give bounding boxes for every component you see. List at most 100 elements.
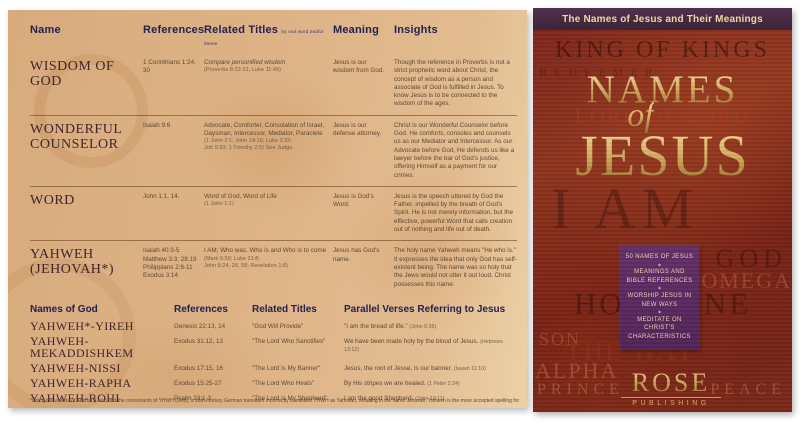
parallel-verse-cell: We have been made holy by the blood of J…	[344, 335, 517, 354]
table-row: YAHWEH-SABAOTH 1 Samuel 1:3 "The Lord of…	[30, 406, 517, 408]
table-row: YAHWEH*-YIREH Genesis 22:13, 14 "God Wil…	[30, 319, 517, 334]
title-names: NAMES	[533, 70, 792, 109]
column-header-related-titles: Related Titles	[252, 303, 317, 315]
meaning-cell: Jesus is our defense attorney.	[333, 121, 382, 138]
background-word: PEACE	[710, 381, 786, 398]
god-name-cell: YAHWEH-NISSI	[30, 361, 121, 376]
related-titles-refs: (1 John 1:1)	[204, 201, 234, 208]
references-cell: Isaiah 40:3-5 Matthew 3:3; 28:19 Philipp…	[143, 247, 197, 280]
related-titles-cell: Compare personified wisdom (Proverbs 8:2…	[204, 59, 328, 109]
cover-title: NAMES of JESUS	[533, 70, 792, 185]
god-name-cell: YAHWEH-RAPHA	[30, 376, 132, 391]
names-meanings-table: Name References Related Titles by root w…	[30, 24, 517, 295]
related-titles-text: I AM; Who was, Who is and Who is to come	[204, 247, 327, 255]
meaning-cell: Jesus is our wisdom from God.	[333, 59, 385, 75]
background-word: PRINCE	[537, 381, 624, 398]
verse-text: "I am the bread of life."	[344, 323, 408, 331]
info-item: WORSHIP JESUS IN NEW WAYS	[627, 292, 692, 308]
insights-cell: Jesus is the speech uttered by God the F…	[394, 192, 513, 234]
names-table-header-row: Names of God References Related Titles P…	[30, 304, 517, 319]
publisher-name: ROSE	[621, 370, 721, 396]
table-row: WORD John 1:1, 14. Word of God, Word of …	[30, 185, 517, 240]
column-header-related-titles: Related Titles by root word and/or theme	[204, 24, 328, 48]
related-title-cell: "God Will Provide"	[252, 323, 304, 331]
related-title-cell: "The Lord Who Sanctifies"	[252, 338, 326, 346]
related-titles-note: by root word and/or theme	[204, 29, 324, 46]
info-item: 50 NAMES OF JESUS	[625, 254, 694, 260]
column-header-references: References	[143, 24, 205, 36]
names-of-god-table: Names of God References Related Titles P…	[30, 304, 517, 408]
verse-reference: (1 Peter 2:24)	[427, 381, 460, 388]
footnote: *Using the vowels of Adonai (Lord) and t…	[30, 398, 519, 404]
god-name-cell: YAHWEH*-YIREH	[30, 319, 134, 334]
insights-cell: Though the reference in Proverbs is not …	[394, 59, 510, 108]
column-header-parallel-verses: Parallel Verses Referring to Jesus	[344, 303, 506, 315]
background-word: SON	[539, 329, 582, 349]
verse-reference: (Hebrews 13:12)	[344, 339, 503, 354]
related-titles-cell: Word of God, Word of Life (1 John 1:1)	[204, 193, 328, 234]
related-titles-refs: (Proverbs 8:22-31; Luke 11:49)	[204, 67, 282, 74]
insights-cell: Christ is our Wonderful Counselor before…	[394, 121, 515, 179]
related-titles-cell: Advocate, Comforter, Consolation of Isra…	[204, 122, 328, 180]
table-row: YAHWEH-NISSI Exodus 17:15, 16 "The Lord …	[30, 361, 517, 376]
cover-banner: The Names of Jesus and Their Meanings	[533, 8, 792, 30]
god-name-cell: YAHWEH-SABAOTH	[30, 407, 168, 408]
verse-text: I am the good Shepherd.	[344, 395, 414, 403]
parallel-verse-cell: Jesus will come as King of Kings. (Revel…	[344, 407, 517, 408]
related-titles-label: Related Titles	[204, 24, 279, 36]
related-titles-text: Word of God, Word of Life	[204, 192, 277, 200]
reference-cell: Psalm 23:1-3	[174, 395, 212, 403]
info-item: MEDITATE ON CHRIST'S CHARACTERISTICS	[628, 316, 691, 340]
related-titles-refs: (Mark 6:50; Luke 21:8; John 8:24, 28, 58…	[204, 255, 288, 269]
table-row: YAHWEH-RAPHA Exodus 15:25-27 "The Lord W…	[30, 376, 517, 391]
name-cell: WORD	[30, 192, 75, 208]
inside-content: Name References Related Titles by root w…	[8, 10, 527, 408]
reference-cell: 1 Samuel 1:3	[174, 407, 246, 408]
related-title-cell: "The Lord is My Shepherd"	[252, 395, 328, 403]
meaning-cell: Jesus is God's Word.	[333, 192, 374, 209]
related-title-cell: "The Lord of Hosts"	[252, 407, 338, 408]
verse-reference: (John 10:11)	[415, 396, 445, 403]
inside-panel: Name References Related Titles by root w…	[8, 10, 527, 408]
parallel-verse-cell: Jesus, the root of Jesse, is our banner.…	[344, 362, 517, 373]
name-cell: YAHWEH (JEHOVAH*)	[30, 247, 115, 278]
verse-reference: (John 6:35)	[409, 324, 437, 331]
reference-cell: Exodus 15:25-27	[174, 380, 222, 388]
related-titles-text: Advocate, Comforter, Consolation of Isra…	[204, 121, 325, 137]
background-word: REDEEMER	[539, 66, 660, 78]
references-cell: 1 Corinthians 1:24, 30	[143, 59, 196, 75]
table-row: WONDERFUL COUNSELOR Isaiah 9:6 Advocate,…	[30, 114, 517, 186]
related-titles-refs: (1 John 2:1; John 14:16; Luke 2:25; Job …	[204, 138, 294, 152]
table-row: YAHWEH-ROHI Psalm 23:1-3 "The Lord is My…	[30, 391, 517, 406]
cover-art: KING OF KINGS REDEEMER LORD OF LORD I AM…	[533, 30, 792, 412]
verse-text: We have been made holy by the blood of J…	[344, 338, 479, 346]
references-cell: Isaiah 9:6	[143, 121, 171, 129]
background-word: GOD	[715, 244, 787, 273]
god-name-cell: YAHWEH-ROHI	[30, 391, 120, 406]
verse-reference: (Isaiah 11:10)	[453, 366, 486, 373]
table-row: WISDOM OF GOD 1 Corinthians 1:24, 30 Com…	[30, 53, 517, 115]
cover-panel: The Names of Jesus and Their Meanings KI…	[533, 8, 792, 412]
background-word: I AM	[551, 176, 700, 241]
title-of: of	[627, 97, 654, 134]
background-word: OMEGA	[701, 268, 792, 293]
column-header-names-of-god: Names of God	[30, 303, 98, 315]
insights-cell: The holy name Yahweh means "He who is." …	[394, 247, 517, 288]
name-cell: WONDERFUL COUNSELOR	[30, 121, 123, 152]
parallel-verse-cell: I am the good Shepherd. (John 10:11)	[344, 392, 517, 403]
cover-info-box: 50 NAMES OF JESUS ◆ MEANINGS AND BIBLE R…	[620, 245, 699, 349]
column-header-meaning: Meaning	[333, 24, 380, 36]
reference-cell: Exodus 17:15, 16	[174, 365, 224, 373]
background-word: LORD OF LORD	[574, 104, 751, 128]
verse-text: Jesus, the root of Jesse, is our banner.	[344, 365, 453, 373]
related-title-cell: "The Lord Who Heals"	[252, 380, 315, 388]
table-row: YAHWEH (JEHOVAH*) Isaiah 40:3-5 Matthew …	[30, 240, 517, 294]
god-name-cell: YAHWEH-MEKADDISHKEM	[30, 334, 134, 361]
references-cell: John 1:1, 14.	[143, 192, 180, 200]
background-word: ALPHA	[535, 358, 619, 383]
name-cell: WISDOM OF GOD	[30, 59, 115, 90]
background-word: KING OF KINGS	[554, 37, 770, 63]
reference-cell: Exodus 31:12, 13	[174, 338, 224, 346]
reference-cell: Genesis 22:13, 14	[174, 323, 226, 331]
rose-publishing-logo: ROSE PUBLISHING	[621, 370, 721, 407]
